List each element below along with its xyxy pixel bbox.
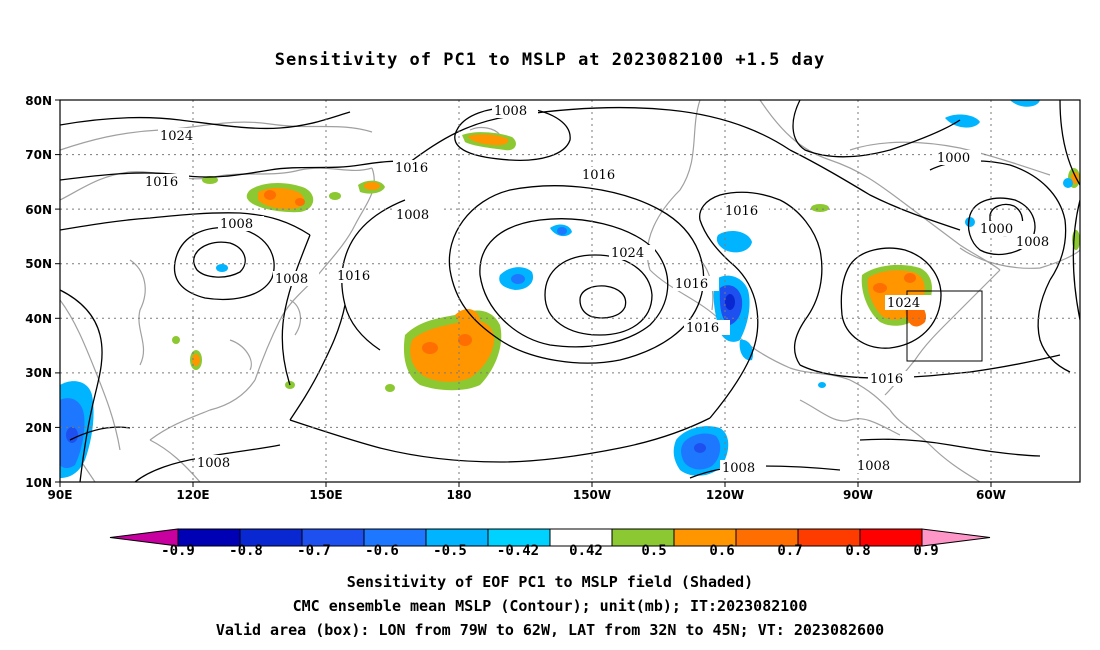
lon-label: 90W [843, 488, 873, 502]
lon-label: 180 [446, 488, 471, 502]
contour-label: 1008 [494, 104, 527, 119]
lat-lon-grid [60, 100, 1080, 482]
map-plot-area: 1024 1016 1008 1008 1016 1008 1016 1008 … [60, 100, 1080, 482]
contour-label: 1016 [145, 175, 178, 190]
contour-label: 1008 [722, 461, 755, 476]
colorbar-label: -0.8 [229, 543, 263, 559]
colorbar-label: 0.5 [641, 543, 667, 559]
colorbar-label: -0.6 [365, 543, 399, 559]
colorbar-label: -0.42 [496, 543, 540, 559]
map-title: Sensitivity of PC1 to MSLP at 2023082100… [274, 50, 826, 70]
colorbar-label: 0.9 [913, 543, 939, 559]
lon-label: 120E [176, 488, 209, 502]
contour-label: 1000 [980, 222, 1013, 237]
colorbar-label: -0.7 [297, 543, 331, 559]
lon-labels: 90E 120E 150E 180 150W 120W 90W 60W [48, 488, 1006, 502]
map-frame [59, 99, 1081, 483]
colorbar-label: 0.8 [845, 543, 871, 559]
lon-label: 120W [706, 488, 744, 502]
contour-label: 1008 [396, 208, 429, 223]
contour-label: 1016 [725, 204, 758, 219]
lon-label: 150E [309, 488, 342, 502]
contour-label: 1016 [686, 321, 719, 336]
lat-label: 50N [25, 257, 52, 271]
lat-labels: 80N 70N 60N 50N 40N 30N 20N 10N [25, 94, 52, 490]
contour-labels: 1024 1016 1008 1008 1016 1008 1016 1008 … [143, 103, 1060, 476]
lon-label: 90E [48, 488, 73, 502]
colorbar [109, 528, 991, 547]
valid-area-box [906, 290, 983, 362]
contour-label: 1016 [395, 161, 428, 176]
caption-shaded: Sensitivity of EOF PC1 to MSLP field (Sh… [346, 573, 754, 591]
contour-label: 1008 [220, 217, 253, 232]
lon-label: 60W [976, 488, 1006, 502]
lat-label: 70N [25, 148, 52, 162]
contour-label: 1016 [337, 269, 370, 284]
colorbar-label: -0.5 [433, 543, 467, 559]
lat-label: 10N [25, 476, 52, 490]
contour-label: 1016 [582, 168, 615, 183]
contour-label: 1008 [857, 459, 890, 474]
contour-label: 1008 [1016, 235, 1049, 250]
contour-label: 1024 [160, 129, 193, 144]
colorbar-label: 0.6 [709, 543, 735, 559]
contour-label: 1016 [870, 372, 903, 387]
lat-label: 20N [25, 421, 52, 435]
caption-contour: CMC ensemble mean MSLP (Contour); unit(m… [292, 597, 808, 615]
caption-valid-area: Valid area (box): LON from 79W to 62W, L… [215, 621, 885, 639]
lat-label: 30N [25, 366, 52, 380]
contour-label: 1016 [675, 277, 708, 292]
contour-label: 1008 [275, 272, 308, 287]
mslp-contours [60, 100, 1080, 482]
colorbar-label: -0.9 [161, 543, 195, 559]
lat-label: 40N [25, 312, 52, 326]
sensitivity-shading [60, 100, 1080, 478]
contour-label: 1024 [887, 296, 920, 311]
colorbar-swatch [921, 528, 991, 547]
lon-label: 150W [573, 488, 611, 502]
contour-label: 1024 [611, 246, 644, 261]
colorbar-label: 0.7 [777, 543, 803, 559]
contour-label: 1008 [197, 456, 230, 471]
axis-ticks [55, 99, 992, 487]
colorbar-label: 0.42 [569, 543, 603, 559]
contour-label: 1000 [937, 151, 970, 166]
lat-label: 60N [25, 203, 52, 217]
lat-label: 80N [25, 94, 52, 108]
